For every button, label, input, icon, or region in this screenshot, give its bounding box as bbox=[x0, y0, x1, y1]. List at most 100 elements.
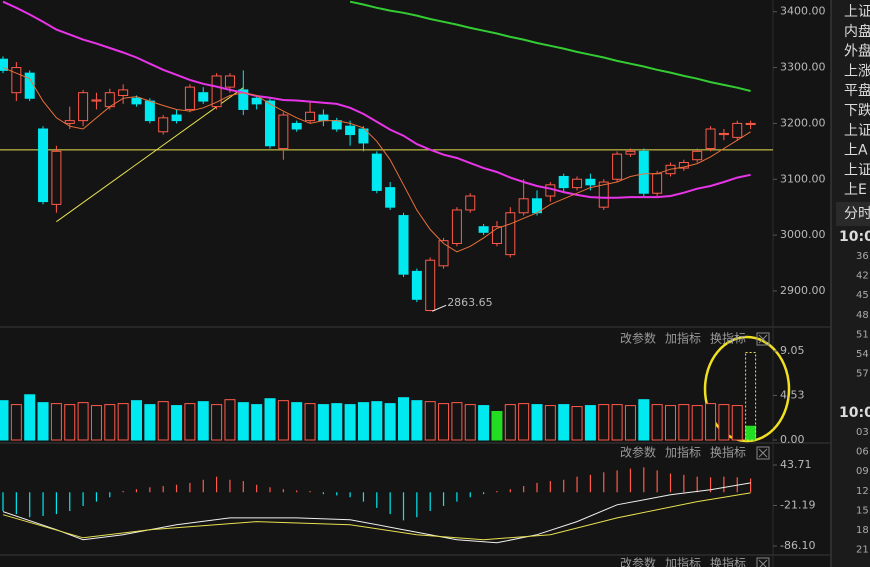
candle-body bbox=[438, 240, 449, 267]
toolbar-button[interactable]: 加指标 bbox=[665, 445, 701, 460]
toolbar-button[interactable]: 改参数 bbox=[620, 331, 656, 346]
volume-bar bbox=[665, 405, 676, 441]
volume-bar bbox=[558, 404, 570, 441]
candle-body bbox=[478, 226, 489, 233]
side-label: 上证 bbox=[844, 162, 870, 178]
candle-body bbox=[251, 97, 262, 105]
volume-bar bbox=[731, 405, 743, 441]
time-row: 57 bbox=[856, 369, 869, 380]
time-label: 10:04 bbox=[839, 405, 870, 421]
candle-body bbox=[265, 100, 275, 147]
candle-body bbox=[371, 153, 382, 191]
candle-body bbox=[211, 75, 222, 108]
time-row: 21 bbox=[856, 545, 869, 556]
volume-bar bbox=[411, 400, 423, 441]
candle-body bbox=[278, 114, 289, 150]
volume-bar bbox=[144, 404, 156, 441]
candle-body bbox=[705, 128, 716, 150]
y-tick-label: 3200.00 bbox=[780, 116, 826, 129]
volume-bar bbox=[705, 403, 717, 441]
volume-bar bbox=[171, 405, 183, 441]
volume-bar bbox=[464, 404, 476, 441]
volume-bar bbox=[264, 398, 276, 441]
time-row: 03 bbox=[856, 427, 869, 438]
side-label: 下跌 bbox=[844, 103, 870, 119]
volume-bar bbox=[37, 402, 49, 441]
y-tick-label: 3300.00 bbox=[780, 61, 826, 74]
close-button[interactable] bbox=[756, 332, 770, 346]
trend-line bbox=[56, 87, 244, 223]
candle-body bbox=[572, 178, 583, 189]
volume-bar bbox=[277, 400, 289, 441]
candle-body bbox=[118, 89, 129, 96]
side-tab[interactable]: 分时 bbox=[844, 206, 870, 222]
volume-bar bbox=[678, 404, 690, 441]
candle-body bbox=[692, 150, 703, 161]
candle-body bbox=[64, 120, 75, 124]
time-label: 10:03 bbox=[839, 229, 870, 245]
candle-body bbox=[0, 58, 8, 71]
toolbar-button[interactable]: 加指标 bbox=[665, 556, 701, 567]
volume-bar bbox=[77, 402, 89, 441]
volume-bar bbox=[50, 403, 62, 441]
time-row: 15 bbox=[856, 505, 869, 516]
close-button[interactable] bbox=[756, 557, 770, 567]
time-row: 12 bbox=[856, 486, 869, 497]
candle-body bbox=[91, 99, 102, 102]
volume-bar bbox=[90, 405, 102, 441]
side-label: 内盘 bbox=[844, 23, 870, 40]
volume-bar bbox=[571, 406, 583, 441]
side-label: 上证 bbox=[844, 4, 870, 20]
moving-average-line bbox=[2, 67, 751, 253]
toolbar-button[interactable]: 改参数 bbox=[620, 445, 656, 460]
volume-bar bbox=[237, 402, 249, 441]
volume-bar bbox=[451, 402, 463, 441]
toolbar-button[interactable]: 换指标 bbox=[710, 445, 746, 460]
toolbar-button[interactable]: 改参数 bbox=[620, 556, 656, 567]
toolbar-button[interactable]: 换指标 bbox=[710, 556, 746, 567]
volume-bar bbox=[10, 404, 22, 441]
close-button[interactable] bbox=[756, 446, 770, 460]
volume-bar bbox=[24, 394, 36, 441]
volume-bar bbox=[611, 404, 623, 441]
y-tick-label: 3000.00 bbox=[780, 228, 826, 241]
candle-body bbox=[51, 150, 62, 205]
y-tick-label: 9.05 bbox=[780, 344, 805, 357]
time-row: 51 bbox=[856, 329, 869, 340]
forecast-bar bbox=[745, 351, 757, 441]
y-tick-label: 3400.00 bbox=[780, 5, 826, 18]
y-tick-label: 43.71 bbox=[780, 458, 812, 471]
tab-background bbox=[836, 202, 870, 226]
candle-body bbox=[78, 92, 89, 122]
candle-body bbox=[11, 67, 22, 94]
candle-body bbox=[238, 89, 249, 110]
volume-bar bbox=[131, 400, 142, 441]
candle-body bbox=[718, 132, 729, 136]
y-tick-label: 0.00 bbox=[780, 433, 805, 446]
macd-line bbox=[2, 492, 751, 541]
time-row: 36 bbox=[856, 251, 869, 262]
side-panel bbox=[831, 0, 870, 567]
candle-body bbox=[305, 111, 316, 122]
volume-bar bbox=[157, 401, 169, 441]
candle-body bbox=[38, 128, 49, 203]
volume-bar bbox=[745, 425, 757, 441]
side-label: 平盘 bbox=[844, 82, 870, 99]
side-label: 外盘 bbox=[844, 43, 870, 60]
time-row: 48 bbox=[856, 310, 869, 321]
volume-bar bbox=[651, 404, 663, 441]
candle-body bbox=[131, 97, 142, 105]
candle-body bbox=[345, 125, 356, 136]
volume-bar bbox=[344, 404, 356, 441]
volume-bar bbox=[251, 404, 263, 441]
candle-body bbox=[224, 75, 235, 88]
y-tick-label: -86.10 bbox=[780, 539, 815, 552]
volume-bar bbox=[211, 404, 223, 441]
candle-body bbox=[171, 114, 182, 122]
candle-body bbox=[732, 122, 743, 138]
macd-line bbox=[2, 482, 751, 544]
toolbar-button[interactable]: 加指标 bbox=[665, 331, 701, 346]
toolbar-button[interactable]: 换指标 bbox=[710, 331, 746, 346]
